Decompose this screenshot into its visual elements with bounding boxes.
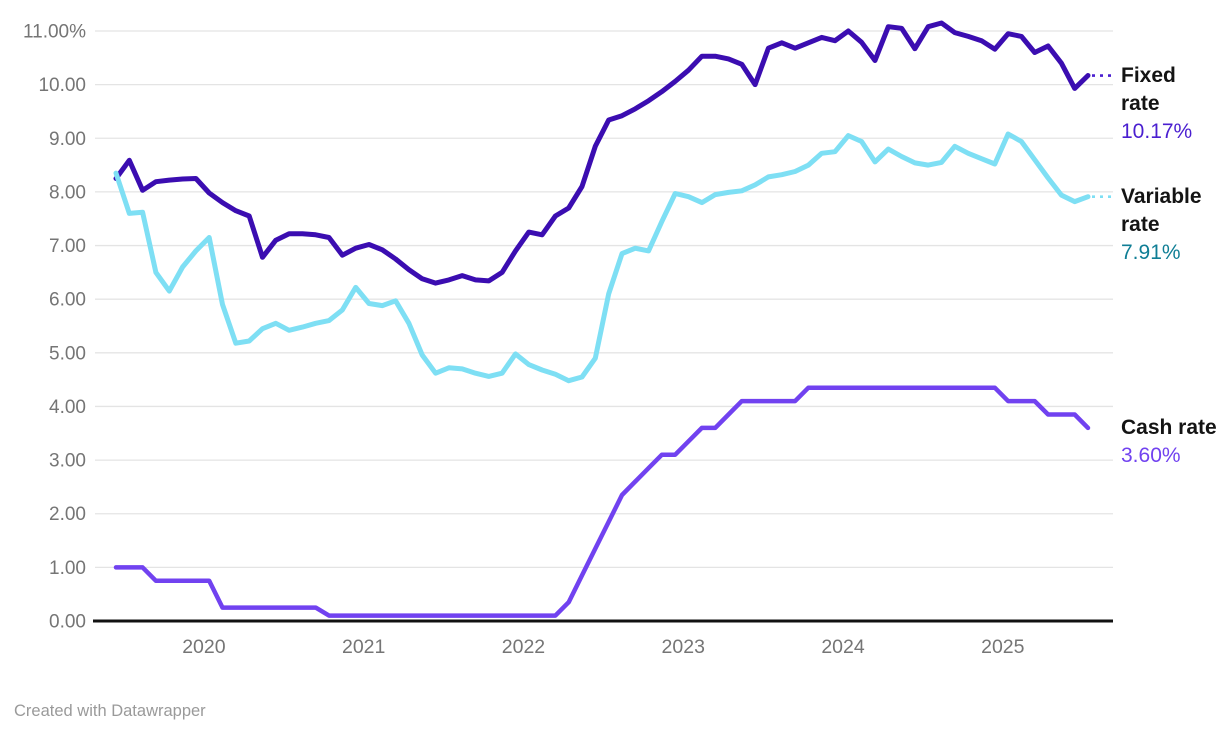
datawrapper-attribution[interactable]: Created with Datawrapper [14, 702, 206, 720]
y-tick-label: 7.00 [49, 236, 86, 257]
y-tick-label: 6.00 [49, 290, 86, 311]
x-year-label: 2022 [502, 636, 545, 658]
y-tick-label: 9.00 [49, 129, 86, 150]
series-line-cash-rate [113, 385, 1091, 618]
series-line-fixed-rate [113, 20, 1091, 286]
x-year-label: 2021 [342, 636, 385, 658]
series-value-fixed-rate: 10.17% [1121, 119, 1193, 143]
y-tick-label: 1.00 [49, 558, 86, 579]
series-label-fixed-rate: Fixed rate 10.17% [1121, 62, 1220, 146]
x-year-label: 2025 [981, 636, 1025, 658]
y-tick-label: 0.00 [49, 612, 86, 633]
series-label-cash-rate: Cash rate 3.60% [1121, 414, 1220, 470]
x-year-label: 2020 [182, 636, 226, 658]
x-year-label: 2024 [821, 636, 865, 658]
series-line-variable-rate [113, 131, 1091, 384]
series-name-variable-rate: Variable rate [1121, 184, 1202, 236]
y-tick-label: 10.00 [38, 75, 86, 96]
y-tick-label: 2.00 [49, 504, 86, 525]
series-name-cash-rate: Cash rate [1121, 415, 1217, 439]
y-tick-label: 11.00% [23, 22, 86, 43]
y-tick-label: 8.00 [49, 182, 86, 203]
y-tick-label: 3.00 [49, 451, 86, 472]
series-value-cash-rate: 3.60% [1121, 443, 1181, 467]
series-value-variable-rate: 7.91% [1121, 240, 1181, 264]
series-label-variable-rate: Variable rate 7.91% [1121, 183, 1220, 267]
series-name-fixed-rate: Fixed rate [1121, 63, 1176, 115]
y-tick-label: 4.00 [49, 397, 86, 418]
chart-plot-area: 11.00% 10.00 9.00 8.00 7.00 6.00 5.00 4.00 3.00 2… [23, 20, 1113, 658]
y-tick-label: 5.00 [49, 343, 86, 364]
x-year-label: 2023 [662, 636, 705, 658]
